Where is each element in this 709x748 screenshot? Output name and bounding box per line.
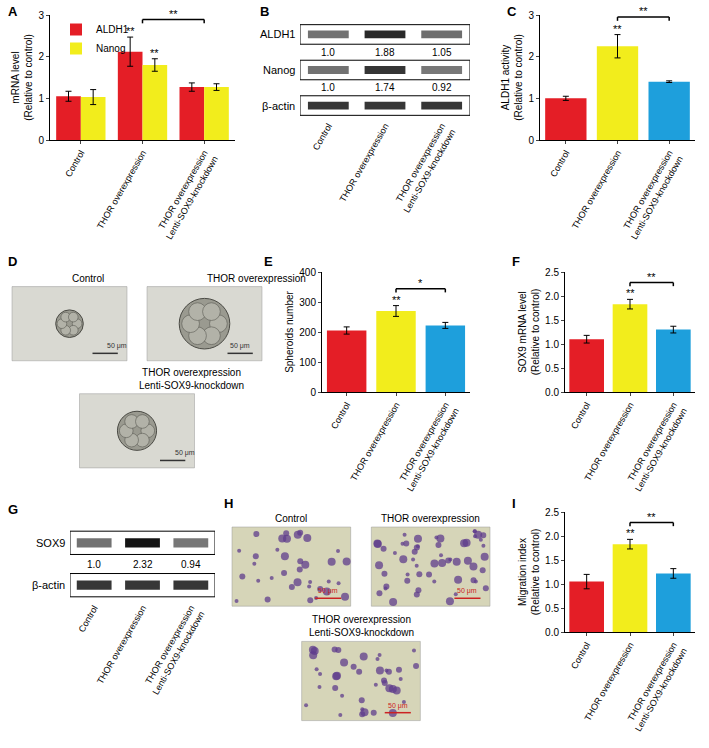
svg-text:**: ** [626,287,635,299]
svg-text:Control: Control [569,641,592,671]
svg-text:200: 200 [299,327,316,338]
svg-text:50 μm: 50 μm [388,702,408,710]
svg-text:1.5: 1.5 [545,315,559,326]
svg-text:H: H [224,496,233,511]
svg-text:Control: Control [275,513,307,524]
svg-text:THOR overexpression: THOR overexpression [570,149,623,231]
svg-text:Control: Control [63,149,86,179]
svg-text:1.74: 1.74 [375,82,395,93]
svg-text:1.5: 1.5 [545,555,559,566]
svg-text:THOR overexpression: THOR overexpression [95,149,148,231]
svg-text:Control: Control [77,604,100,634]
svg-text:β-actin: β-actin [32,579,65,591]
svg-text:Migration index(Relative to co: Migration index(Relative to control) [517,529,541,616]
svg-text:THOR overexpressionLenti-SOX9-: THOR overexpressionLenti-SOX9-knockdown [623,401,689,494]
svg-text:1.0: 1.0 [545,339,559,350]
svg-text:THOR overexpressionLenti-SOX9-: THOR overexpressionLenti-SOX9-knockdown [619,149,685,242]
svg-text:A: A [8,4,18,19]
svg-text:2.0: 2.0 [545,291,559,302]
svg-text:*: * [418,277,423,289]
svg-text:THOR overexpressionLenti-SOX9-: THOR overexpressionLenti-SOX9-knockdown [395,401,461,494]
svg-text:0: 0 [310,387,316,398]
svg-text:THOR overexpressionLenti-SOX9-: THOR overexpressionLenti-SOX9-knockdown [141,604,207,697]
svg-text:THOR overexpression: THOR overexpression [582,641,635,723]
svg-text:100: 100 [299,357,316,368]
svg-text:1: 1 [38,93,44,104]
svg-text:G: G [8,502,18,517]
svg-text:3: 3 [528,10,534,21]
svg-text:2.0: 2.0 [545,531,559,542]
svg-text:THOR overexpression: THOR overexpression [337,122,390,204]
svg-text:0.94: 0.94 [181,559,201,570]
svg-text:THOR overexpressionLenti-SOX9-: THOR overexpressionLenti-SOX9-knockdown [391,122,457,215]
svg-text:**: ** [169,8,178,20]
svg-text:Control: Control [329,401,352,431]
svg-text:Nanog: Nanog [96,43,125,54]
svg-text:I: I [512,496,516,511]
svg-text:**: ** [647,511,656,523]
svg-text:**: ** [639,5,648,17]
svg-text:B: B [260,4,269,19]
svg-text:Spheroids number: Spheroids number [284,290,295,372]
svg-text:300: 300 [299,297,316,308]
svg-text:0: 0 [38,135,44,146]
svg-text:0.0: 0.0 [545,387,559,398]
svg-text:1.0: 1.0 [87,559,101,570]
svg-text:ALDH1 activity(Relative to con: ALDH1 activity(Relative to control) [500,34,524,121]
svg-text:THOR overexpression: THOR overexpression [207,273,306,284]
svg-text:THOR overexpressionLenti-SOX9-: THOR overexpressionLenti-SOX9-knockdown [309,614,414,638]
svg-text:SOX9 mRNA level(Relative to co: SOX9 mRNA level(Relative to control) [517,289,541,376]
svg-text:D: D [8,254,17,269]
svg-text:THOR overexpression: THOR overexpression [348,401,401,483]
svg-text:Control: Control [72,273,104,284]
svg-text:ALDH1: ALDH1 [260,28,295,40]
svg-text:50 μm: 50 μm [230,342,250,350]
svg-text:1.0: 1.0 [321,47,335,58]
svg-text:C: C [507,4,517,19]
svg-text:2: 2 [38,51,44,62]
svg-text:Control: Control [569,401,592,431]
svg-text:THOR overexpressionLenti-SOX9-: THOR overexpressionLenti-SOX9-knockdown [154,149,220,242]
svg-text:0.0: 0.0 [545,627,559,638]
svg-text:1.88: 1.88 [375,47,395,58]
svg-text:0.5: 0.5 [545,363,559,374]
svg-text:**: ** [126,25,135,37]
svg-text:THOR overexpressionLenti-SOX9-: THOR overexpressionLenti-SOX9-knockdown [139,367,244,391]
svg-text:1.0: 1.0 [545,579,559,590]
svg-text:β-actin: β-actin [262,100,295,112]
svg-text:**: ** [647,271,656,283]
svg-text:3: 3 [38,10,44,21]
svg-text:50 μm: 50 μm [107,342,127,350]
svg-text:THOR overexpressionLenti-SOX9-: THOR overexpressionLenti-SOX9-knockdown [623,641,689,734]
svg-text:Control: Control [311,122,334,152]
svg-text:F: F [512,254,520,269]
svg-text:**: ** [626,527,635,539]
svg-text:400: 400 [299,267,316,278]
svg-text:THOR overexpression: THOR overexpression [582,401,635,483]
svg-text:ALDH1: ALDH1 [96,24,129,35]
svg-text:0.5: 0.5 [545,603,559,614]
svg-text:SOX9: SOX9 [36,537,65,549]
svg-text:Nanog: Nanog [263,64,295,76]
svg-text:Control: Control [548,149,571,179]
svg-text:**: ** [613,23,622,35]
svg-text:50 μm: 50 μm [318,587,338,595]
svg-text:1: 1 [528,93,534,104]
svg-text:2.32: 2.32 [133,559,153,570]
svg-text:E: E [264,254,273,269]
svg-text:50 μm: 50 μm [457,587,477,595]
svg-text:2.5: 2.5 [545,267,559,278]
svg-text:50 μm: 50 μm [175,449,195,457]
svg-text:**: ** [392,294,401,306]
svg-text:2.5: 2.5 [545,507,559,518]
svg-text:mRNA level(Relative to control: mRNA level(Relative to control) [10,34,34,121]
svg-text:0.92: 0.92 [432,82,452,93]
svg-text:1.0: 1.0 [321,82,335,93]
svg-text:2: 2 [528,51,534,62]
svg-text:0: 0 [528,135,534,146]
svg-text:**: ** [150,47,159,59]
svg-text:THOR overexpression: THOR overexpression [381,513,480,524]
svg-text:THOR overexpression: THOR overexpression [95,604,148,686]
svg-text:1.05: 1.05 [432,47,452,58]
